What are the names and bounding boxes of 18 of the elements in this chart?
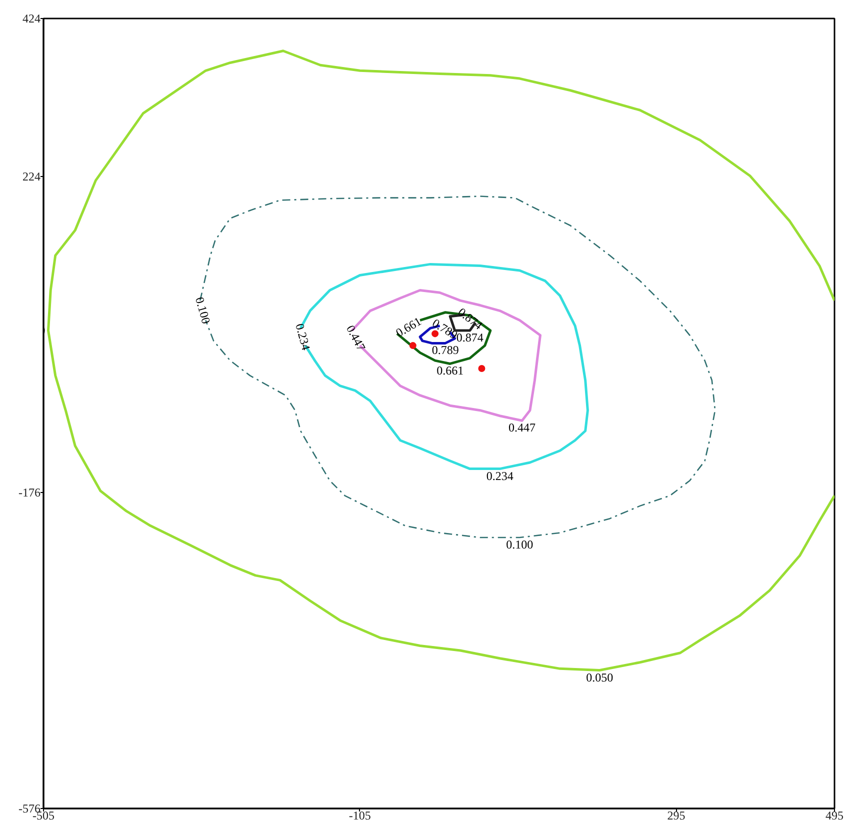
text: 0.447: [343, 322, 368, 354]
text: 0.234: [292, 322, 314, 352]
series-label: 0.050: [586, 670, 614, 684]
y-tick-label: 224: [22, 170, 40, 184]
text: 0.661: [393, 314, 424, 340]
text: 0.447: [508, 420, 536, 435]
series-label: 0.100: [506, 538, 534, 552]
y-tick-label: -176: [18, 486, 41, 500]
series-label: 0.661: [436, 364, 464, 378]
series-label: 0.234: [486, 468, 514, 483]
x-tick-label: -105: [348, 808, 371, 822]
series-label: 0.789: [432, 343, 459, 358]
y-tick-label: 424: [22, 12, 40, 26]
x-tick-label: 295: [667, 808, 686, 822]
text: 0.100: [192, 296, 214, 326]
line-series: [46, 50, 834, 672]
x-tick-label: 495: [826, 808, 844, 822]
series-label: 0.874: [456, 330, 484, 345]
